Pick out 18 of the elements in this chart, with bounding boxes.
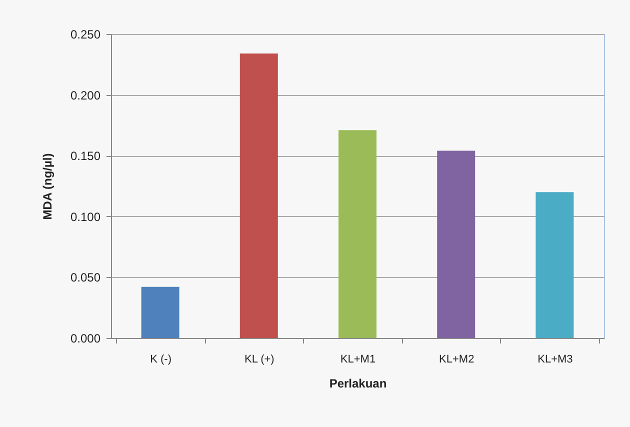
x-tick-label: KL (+) [244, 354, 274, 366]
y-tick-label: 0.150 [70, 149, 101, 164]
bar [437, 150, 476, 338]
x-tick-label: KL+M2 [439, 354, 474, 366]
y-tick-label: 0.000 [70, 332, 101, 346]
bar [141, 286, 180, 338]
bar [240, 53, 278, 338]
x-tick-label: K (-) [150, 354, 172, 366]
y-tick-label: 0.200 [70, 88, 101, 102]
y-tick-label: 0.050 [70, 270, 101, 285]
y-tick-label: 0.100 [70, 210, 101, 224]
bar [338, 130, 376, 338]
y-axis-title: MDA (ng/µl) [40, 153, 54, 220]
x-axis-title: Perlakuan [329, 376, 387, 390]
bar [536, 192, 574, 338]
x-tick-label: KL+M1 [340, 354, 376, 366]
y-tick-label: 0.250 [70, 28, 101, 42]
x-tick-label: KL+M3 [538, 354, 573, 366]
